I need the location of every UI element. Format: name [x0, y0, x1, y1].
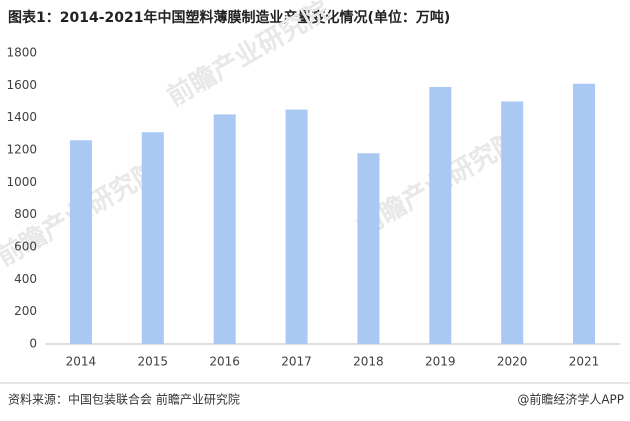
x-tick-label: 2021 — [569, 355, 600, 369]
bar — [501, 101, 524, 344]
y-tick-label: 800 — [14, 207, 37, 221]
bar — [213, 114, 236, 344]
y-tick-label: 200 — [14, 304, 37, 318]
bar — [429, 86, 452, 344]
x-tick-label: 2018 — [353, 355, 384, 369]
bar — [69, 140, 92, 344]
x-tick-label: 2017 — [281, 355, 312, 369]
x-tick-label: 2016 — [209, 355, 240, 369]
x-tick-label: 2014 — [66, 355, 97, 369]
y-tick-label: 1600 — [6, 78, 37, 92]
y-tick-label: 1800 — [6, 46, 37, 60]
x-tick-label: 2015 — [138, 355, 169, 369]
bar — [573, 83, 596, 344]
chart-title: 图表1：2014-2021年中国塑料薄膜制造业产量变化情况(单位：万吨) — [8, 9, 450, 26]
bar — [141, 132, 164, 344]
x-tick-label: 2019 — [425, 355, 456, 369]
y-tick-label: 1000 — [6, 175, 37, 189]
bar — [357, 153, 380, 344]
y-tick-label: 1400 — [6, 110, 37, 124]
y-tick-label: 400 — [14, 272, 37, 286]
y-tick-label: 1200 — [6, 143, 37, 157]
credit: @前瞻经济学人APP — [517, 392, 624, 407]
source: 资料来源：中国包装联合会 前瞻产业研究院 — [8, 392, 240, 407]
x-tick-label: 2020 — [497, 355, 528, 369]
y-tick-label: 600 — [14, 240, 37, 254]
bar — [285, 109, 308, 344]
y-tick-label: 0 — [29, 337, 37, 351]
